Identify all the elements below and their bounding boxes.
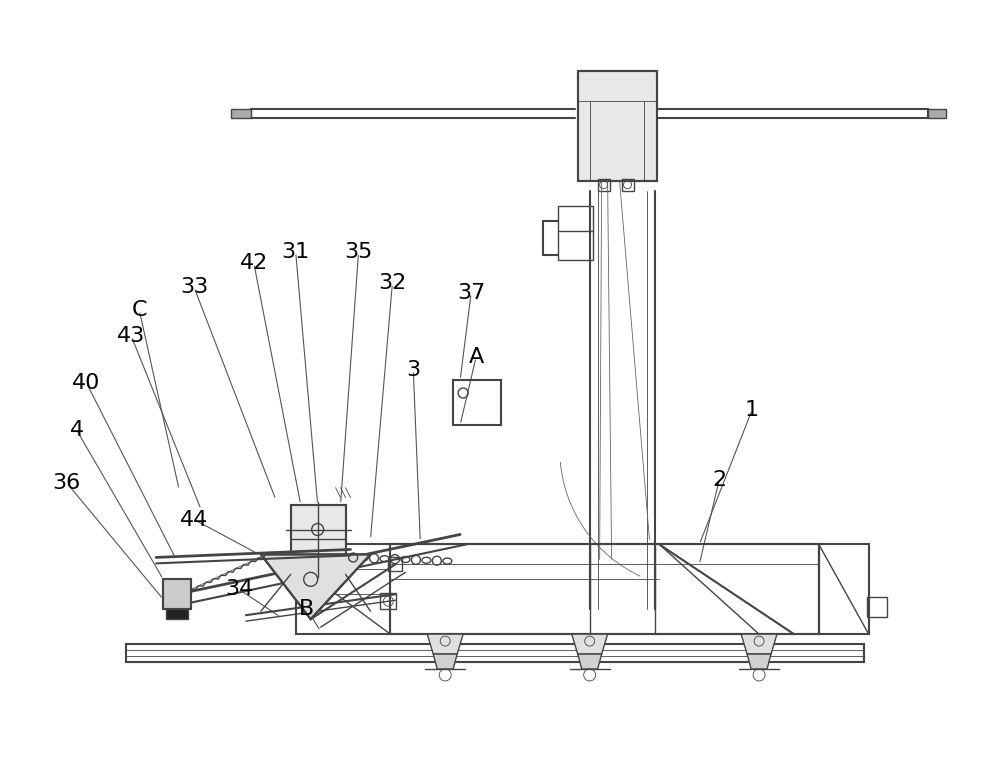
Bar [598, 179, 610, 191]
Bar [388, 558, 402, 572]
Bar [231, 109, 251, 118]
Text: A: A [468, 347, 484, 367]
Text: 2: 2 [712, 470, 726, 490]
Bar [453, 380, 501, 425]
Bar [578, 71, 657, 181]
Bar [819, 544, 869, 634]
Bar [928, 109, 946, 118]
Bar [380, 594, 396, 609]
Bar [163, 580, 191, 609]
Bar [558, 206, 593, 261]
Text: 4: 4 [69, 420, 84, 440]
Polygon shape [572, 634, 608, 654]
Text: 34: 34 [225, 580, 253, 599]
Polygon shape [747, 654, 771, 669]
Polygon shape [741, 634, 777, 654]
Text: 44: 44 [180, 509, 208, 530]
Bar [622, 179, 634, 191]
Bar [126, 644, 864, 662]
Text: 33: 33 [180, 278, 208, 297]
Bar [166, 609, 188, 619]
Text: 40: 40 [72, 373, 101, 393]
Bar [291, 505, 346, 574]
Polygon shape [578, 654, 602, 669]
Bar [867, 597, 887, 617]
Text: 36: 36 [52, 473, 81, 493]
Bar [291, 505, 346, 574]
Text: B: B [299, 599, 314, 619]
Text: 1: 1 [745, 400, 759, 420]
Polygon shape [261, 555, 370, 619]
Bar [390, 544, 819, 634]
Polygon shape [427, 634, 463, 654]
Text: C: C [132, 300, 147, 321]
Text: 37: 37 [457, 283, 485, 303]
Text: 31: 31 [282, 243, 310, 263]
Text: 35: 35 [344, 243, 373, 263]
Text: 32: 32 [378, 273, 407, 293]
Polygon shape [433, 654, 457, 669]
Text: 42: 42 [240, 254, 268, 274]
Text: 43: 43 [117, 326, 145, 346]
Bar [163, 580, 191, 609]
Bar [296, 544, 390, 634]
Bar [578, 71, 657, 181]
Text: 3: 3 [406, 360, 420, 380]
